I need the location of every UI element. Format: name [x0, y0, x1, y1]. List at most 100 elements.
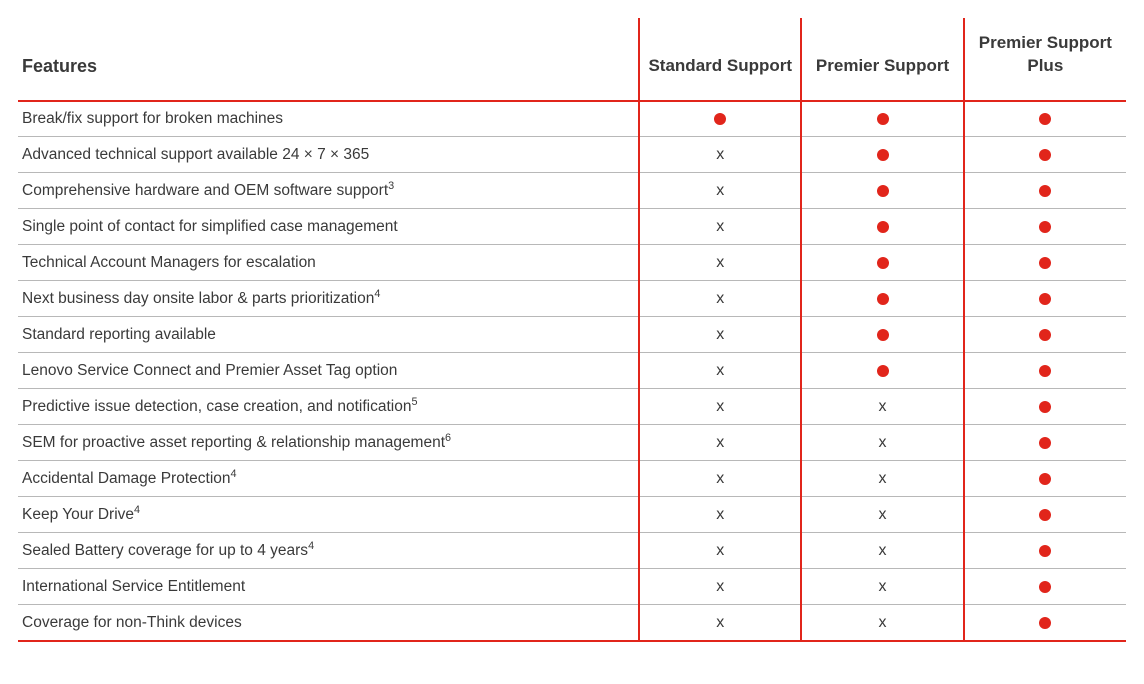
- footnote-ref: 6: [445, 432, 451, 444]
- not-included-x-icon: x: [879, 614, 887, 631]
- feature-label: Technical Account Managers for escalatio…: [18, 245, 639, 281]
- included-dot-icon: [1039, 221, 1051, 233]
- column-header-features: Features: [18, 18, 639, 101]
- feature-label: Break/fix support for broken machines: [18, 101, 639, 137]
- not-included-x-icon: x: [879, 470, 887, 487]
- tier-cell-standard: x: [639, 425, 801, 461]
- column-header-standard: Standard Support: [639, 18, 801, 101]
- tier-cell-standard: x: [639, 533, 801, 569]
- tier-cell-premier: x: [801, 497, 963, 533]
- tier-cell-standard: x: [639, 569, 801, 605]
- tier-cell-premier: [801, 137, 963, 173]
- tier-cell-standard: x: [639, 137, 801, 173]
- footnote-ref: 5: [411, 396, 417, 408]
- feature-label: Accidental Damage Protection4: [18, 461, 639, 497]
- column-header-premier-plus: Premier Support Plus: [964, 18, 1126, 101]
- table-header-row: Features Standard Support Premier Suppor…: [18, 18, 1126, 101]
- included-dot-icon: [877, 293, 889, 305]
- table-row: Comprehensive hardware and OEM software …: [18, 173, 1126, 209]
- table-row: SEM for proactive asset reporting & rela…: [18, 425, 1126, 461]
- tier-cell-premier: [801, 353, 963, 389]
- not-included-x-icon: x: [716, 290, 724, 307]
- tier-cell-standard: x: [639, 209, 801, 245]
- included-dot-icon: [877, 329, 889, 341]
- tier-cell-premier: [801, 245, 963, 281]
- not-included-x-icon: x: [716, 542, 724, 559]
- tier-cell-plus: [964, 245, 1126, 281]
- not-included-x-icon: x: [716, 506, 724, 523]
- tier-cell-plus: [964, 605, 1126, 641]
- not-included-x-icon: x: [879, 398, 887, 415]
- included-dot-icon: [877, 221, 889, 233]
- tier-cell-premier: x: [801, 461, 963, 497]
- tier-cell-premier: [801, 209, 963, 245]
- not-included-x-icon: x: [716, 614, 724, 631]
- tier-cell-standard: x: [639, 281, 801, 317]
- feature-label: International Service Entitlement: [18, 569, 639, 605]
- included-dot-icon: [714, 113, 726, 125]
- tier-cell-standard: x: [639, 173, 801, 209]
- table-row: Advanced technical support available 24 …: [18, 137, 1126, 173]
- tier-cell-plus: [964, 533, 1126, 569]
- table-row: Standard reporting availablex: [18, 317, 1126, 353]
- table-row: International Service Entitlement x x: [18, 569, 1126, 605]
- tier-cell-premier: [801, 173, 963, 209]
- footnote-ref: 3: [388, 180, 394, 192]
- tier-cell-premier: x: [801, 569, 963, 605]
- not-included-x-icon: x: [716, 254, 724, 271]
- tier-cell-premier: x: [801, 533, 963, 569]
- footnote-ref: 4: [231, 468, 237, 480]
- tier-cell-plus: [964, 281, 1126, 317]
- table-row: Keep Your Drive4xx: [18, 497, 1126, 533]
- column-header-premier: Premier Support: [801, 18, 963, 101]
- not-included-x-icon: x: [716, 182, 724, 199]
- footnote-ref: 4: [308, 540, 314, 552]
- included-dot-icon: [1039, 149, 1051, 161]
- not-included-x-icon: x: [716, 362, 724, 379]
- tier-cell-plus: [964, 137, 1126, 173]
- included-dot-icon: [877, 257, 889, 269]
- table-row: Break/fix support for broken machines: [18, 101, 1126, 137]
- table-row: Technical Account Managers for escalatio…: [18, 245, 1126, 281]
- tier-cell-premier: [801, 317, 963, 353]
- not-included-x-icon: x: [879, 542, 887, 559]
- included-dot-icon: [1039, 545, 1051, 557]
- not-included-x-icon: x: [716, 434, 724, 451]
- tier-cell-plus: [964, 173, 1126, 209]
- tier-cell-premier: x: [801, 425, 963, 461]
- tier-cell-plus: [964, 497, 1126, 533]
- tier-cell-plus: [964, 389, 1126, 425]
- included-dot-icon: [1039, 617, 1051, 629]
- tier-cell-standard: x: [639, 389, 801, 425]
- table-row: Sealed Battery coverage for up to 4 year…: [18, 533, 1126, 569]
- tier-cell-standard: x: [639, 317, 801, 353]
- included-dot-icon: [1039, 185, 1051, 197]
- tier-cell-plus: [964, 461, 1126, 497]
- tier-cell-plus: [964, 101, 1126, 137]
- not-included-x-icon: x: [716, 146, 724, 163]
- not-included-x-icon: x: [716, 326, 724, 343]
- included-dot-icon: [1039, 473, 1051, 485]
- feature-label: Lenovo Service Connect and Premier Asset…: [18, 353, 639, 389]
- tier-cell-plus: [964, 353, 1126, 389]
- feature-label: Single point of contact for simplified c…: [18, 209, 639, 245]
- table-row: Predictive issue detection, case creatio…: [18, 389, 1126, 425]
- included-dot-icon: [1039, 293, 1051, 305]
- feature-label: SEM for proactive asset reporting & rela…: [18, 425, 639, 461]
- tier-cell-standard: x: [639, 605, 801, 641]
- table-row: Single point of contact for simplified c…: [18, 209, 1126, 245]
- support-comparison-table: Features Standard Support Premier Suppor…: [18, 18, 1126, 642]
- not-included-x-icon: x: [716, 578, 724, 595]
- included-dot-icon: [877, 149, 889, 161]
- tier-cell-standard: x: [639, 245, 801, 281]
- tier-cell-plus: [964, 317, 1126, 353]
- tier-cell-standard: [639, 101, 801, 137]
- footnote-ref: 4: [374, 288, 380, 300]
- tier-cell-standard: x: [639, 353, 801, 389]
- tier-cell-plus: [964, 209, 1126, 245]
- tier-cell-plus: [964, 425, 1126, 461]
- included-dot-icon: [1039, 509, 1051, 521]
- tier-cell-premier: [801, 281, 963, 317]
- not-included-x-icon: x: [716, 218, 724, 235]
- feature-label: Next business day onsite labor & parts p…: [18, 281, 639, 317]
